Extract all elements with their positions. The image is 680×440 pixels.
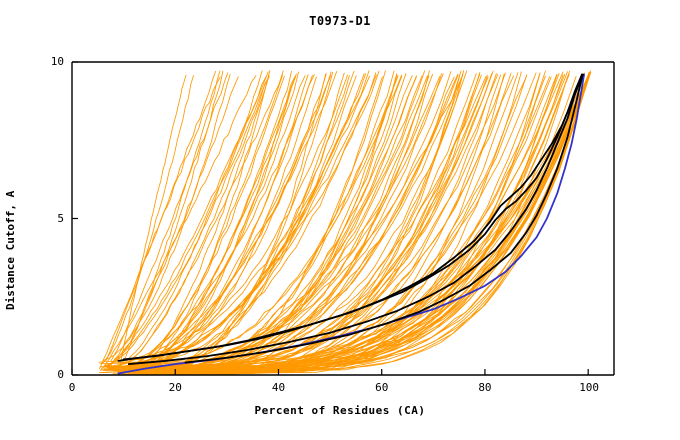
y-tick-label: 10 [50,55,64,68]
series-line [102,73,566,371]
series-line [99,76,221,370]
series-line [98,74,348,363]
series-line [106,74,315,367]
y-tick-label: 0 [57,368,64,381]
series-line [143,74,590,373]
series-line [115,70,224,363]
series-line [133,72,512,375]
series-line [119,74,187,365]
series-line [117,73,584,362]
tick-marks [71,61,589,376]
series-line [127,73,583,365]
series-line [132,74,309,366]
series-line [137,70,592,371]
series-line [138,72,345,375]
series-line [149,75,296,365]
series-line [99,71,332,365]
series-line [154,75,357,370]
x-axis-label: Percent of Residues (CA) [254,404,426,417]
series-line [121,75,285,368]
series-line [124,76,270,365]
series-line [103,76,270,367]
series-line [157,75,350,364]
x-tick-label: 80 [478,381,492,394]
series-line [118,70,263,366]
series-line [112,74,590,375]
series-line [130,73,590,372]
series-line [104,75,267,366]
series-line [139,74,403,365]
series-line [129,70,284,362]
series-line [153,71,334,374]
series-line [184,76,583,364]
series-line [137,74,590,375]
x-tick-label: 20 [168,381,182,394]
series-line [126,75,370,367]
series-line [145,76,296,369]
y-axis-label: Distance Cutoff, A [4,190,17,310]
x-tick-label: 40 [271,381,286,394]
series-line [105,70,217,361]
series-line [107,71,269,366]
y-tick-label: 5 [57,211,64,225]
series-line [99,75,257,372]
series-line [137,70,271,375]
x-tick-label: 100 [579,381,600,394]
series-line [109,73,590,369]
series-line [104,72,377,367]
series-line [99,76,441,368]
series-line [119,70,221,368]
axis-frame [71,61,615,376]
series-line [103,74,231,361]
series-line [104,70,380,365]
x-tick-label: 0 [68,381,76,394]
series-line [122,73,583,361]
series-line [161,70,426,368]
chart-title: T0973-D1 [309,14,371,28]
series-layer [98,70,592,375]
series-line [110,72,229,362]
series-line [135,75,332,364]
series-line [102,75,194,364]
series-line [140,73,590,370]
series-line [106,76,239,369]
x-tick-label: 60 [375,381,389,394]
series-line [122,73,366,367]
